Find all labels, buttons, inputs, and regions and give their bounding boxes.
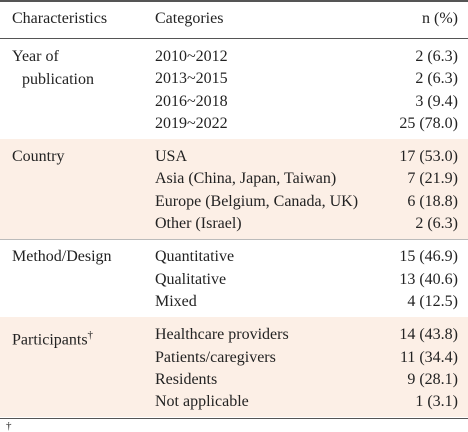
category: Mixed — [155, 292, 197, 310]
count: 11 (34.4) — [399, 348, 458, 366]
group-label: Country — [12, 146, 130, 169]
footnote-mark: † — [87, 329, 94, 342]
count: 15 (46.9) — [399, 248, 458, 266]
count: 7 (21.9) — [407, 170, 458, 188]
category: Other (Israel) — [155, 215, 242, 233]
category: 2016~2018 — [155, 92, 228, 110]
column-header: n (%) — [422, 10, 458, 27]
category: Asia (China, Japan, Taiwan) — [155, 170, 337, 188]
group-label-text: Participants — [12, 331, 88, 349]
category: 2019~2022 — [155, 114, 228, 132]
count: 2 (6.3) — [415, 70, 458, 88]
category: Healthcare providers — [155, 326, 289, 344]
category: Not applicable — [155, 393, 249, 411]
top-rule — [0, 0, 468, 2]
header-rule — [0, 38, 468, 39]
category: 2010~2012 — [155, 48, 228, 65]
category: Residents — [155, 370, 218, 388]
category: USA — [155, 148, 188, 166]
group-label-text: Country — [12, 148, 65, 166]
row-group: Country USA 17 (53.0) Asia (China, Japan, T… — [0, 139, 468, 240]
count: 4 (12.5) — [407, 292, 458, 310]
count: 13 (40.6) — [399, 270, 458, 288]
count: 17 (53.0) — [399, 148, 458, 166]
count: 25 (78.0) — [399, 114, 458, 132]
count: 1 (3.1) — [415, 393, 458, 411]
count: 9 (28.1) — [407, 370, 458, 388]
footnote: † — [6, 419, 12, 432]
count: 2 (6.3) — [415, 215, 458, 233]
group-rule — [0, 239, 468, 241]
count: 3 (9.4) — [415, 92, 458, 110]
column-header: Characteristics — [12, 10, 108, 27]
group-label-text: Year of publication — [12, 48, 94, 88]
category: Qualitative — [155, 270, 227, 288]
column-header: Categories — [155, 10, 224, 27]
row-group: Method/Design Quantitative 15 (46.9) Qualit… — [0, 239, 468, 317]
category: Europe (Belgium, Canada, UK) — [155, 192, 359, 210]
row-group: Participants† Healthcare providers 14 (43.… — [0, 317, 468, 418]
count: 6 (18.8) — [407, 192, 458, 210]
group-label: Participants† — [12, 324, 130, 352]
count: 14 (43.8) — [399, 326, 458, 344]
count: 2 (6.3) — [415, 48, 458, 65]
category: 2013~2015 — [155, 70, 228, 88]
group-label: Year of publication — [12, 46, 130, 91]
row-group: Year of publication 2010~2012 2 (6.3) 2013~… — [0, 39, 468, 139]
category: Patients/caregivers — [155, 348, 276, 366]
category: Quantitative — [155, 248, 235, 266]
group-label: Method/Design — [12, 246, 130, 269]
group-label-text: Method/Design — [12, 248, 112, 266]
